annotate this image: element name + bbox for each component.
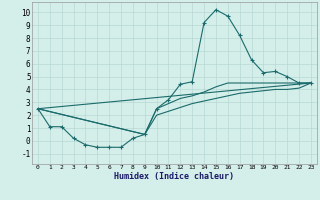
X-axis label: Humidex (Indice chaleur): Humidex (Indice chaleur)	[115, 172, 234, 181]
